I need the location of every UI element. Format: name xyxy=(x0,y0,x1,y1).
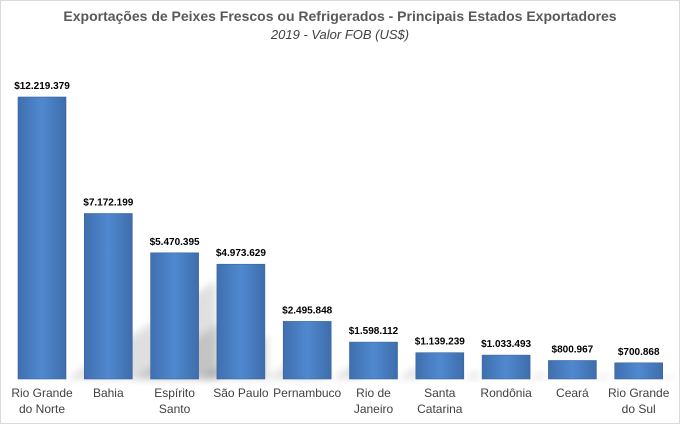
bar xyxy=(349,341,398,380)
category-label: Santa Catarina xyxy=(417,386,463,416)
data-label: $4.973.629 xyxy=(216,248,266,259)
bar xyxy=(150,252,199,380)
category-label: Rio Grande do Norte xyxy=(11,386,73,416)
category-label: Pernambuco xyxy=(273,386,341,400)
bar-shadow xyxy=(530,370,544,379)
data-label: $1.033.493 xyxy=(481,339,531,350)
category-label: Ceará xyxy=(556,386,589,400)
chart-subtitle: 2019 - Valor FOB (US$) xyxy=(270,27,410,42)
data-label: $7.172.199 xyxy=(83,198,133,209)
data-label: $2.495.848 xyxy=(282,305,332,316)
category-label: Espírito Santo xyxy=(154,386,195,416)
category-label: Rio de Janeiro xyxy=(354,386,394,416)
category-label: Bahia xyxy=(93,386,124,400)
bar xyxy=(17,96,67,380)
chart-title: Exportações de Peixes Frescos ou Refrige… xyxy=(63,8,617,24)
bar xyxy=(548,360,597,380)
data-label: $5.470.395 xyxy=(150,237,200,248)
bar-shadow xyxy=(397,366,418,379)
data-label: $800.967 xyxy=(552,345,594,356)
category-label: São Paulo xyxy=(213,386,269,400)
bar-shadow xyxy=(596,372,607,379)
bar-shadow xyxy=(463,369,479,379)
category-label: Rio Grande do Sul xyxy=(608,386,670,416)
data-label: $1.139.239 xyxy=(415,337,465,348)
bar xyxy=(216,263,266,380)
bar xyxy=(84,213,133,380)
data-label: $12.219.379 xyxy=(14,81,70,92)
category-label: Rondônia xyxy=(480,386,532,400)
bar xyxy=(282,321,332,380)
bar xyxy=(481,354,531,380)
bar xyxy=(614,362,664,380)
data-label: $1.598.112 xyxy=(349,326,399,337)
bar-shadow xyxy=(662,373,672,379)
bar xyxy=(415,352,465,380)
data-label: $700.868 xyxy=(618,347,660,358)
